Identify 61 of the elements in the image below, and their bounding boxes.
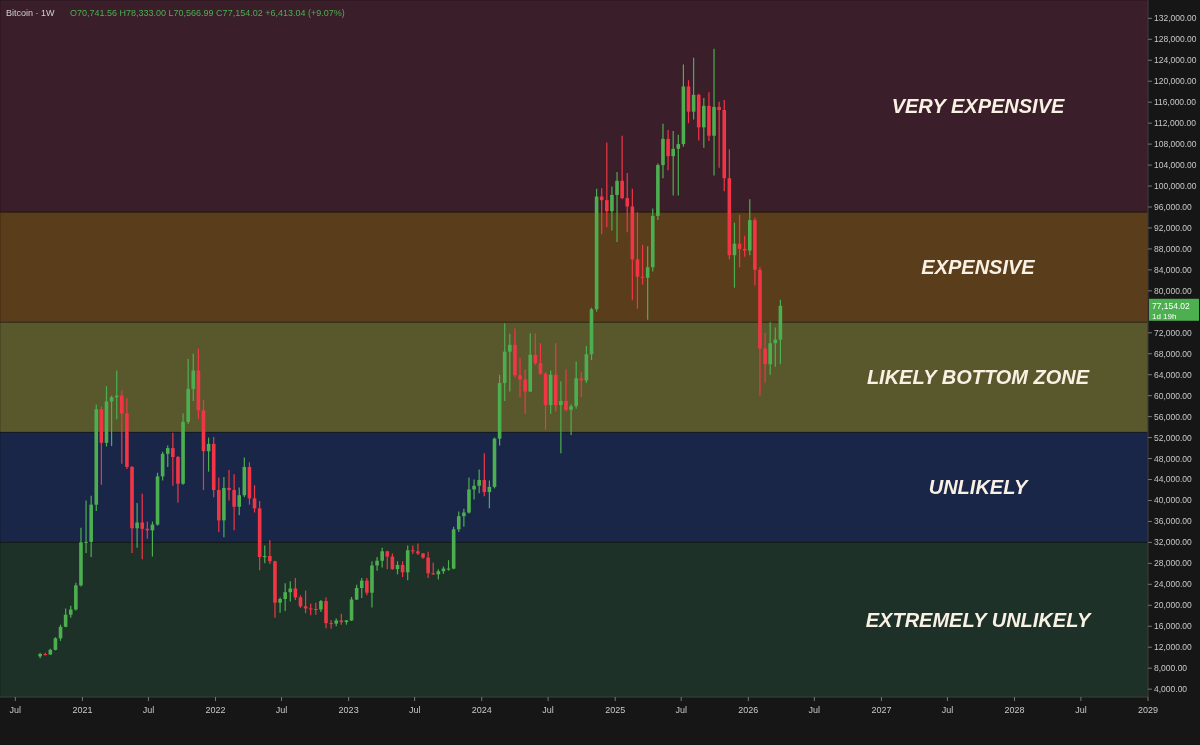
- y-tick-label: 92,000.00: [1154, 222, 1193, 233]
- x-tick-label: 2026: [738, 705, 759, 715]
- candlestick: [385, 550, 390, 570]
- x-tick-label: 2021: [72, 705, 93, 715]
- y-tick-label: 12,000.00: [1154, 642, 1193, 653]
- y-tick-label: 100,000.00: [1154, 181, 1197, 192]
- y-tick-label: 8,000.00: [1154, 663, 1188, 674]
- y-tick-label: 128,000.00: [1154, 34, 1197, 45]
- y-tick-label: 80,000.00: [1154, 285, 1193, 296]
- y-tick-label: 72,000.00: [1154, 327, 1193, 338]
- y-tick-label: 108,000.00: [1154, 139, 1197, 150]
- y-tick-label: 20,000.00: [1154, 600, 1193, 611]
- y-tick-label: 44,000.00: [1154, 474, 1193, 485]
- x-tick-label: Jul: [808, 705, 821, 715]
- x-tick-label: Jul: [275, 705, 288, 715]
- y-tick-label: 60,000.00: [1154, 390, 1193, 401]
- text: 1d 19h: [1152, 311, 1177, 321]
- annotation: O70,741.56 H78,333.00 L70,566.99 C77,154.02 +6,413.04 (+9.07%): [70, 8, 345, 18]
- band-label: EXPENSIVE: [921, 256, 1036, 279]
- y-tick-label: 120,000.00: [1154, 76, 1197, 87]
- y-tick-label: 4,000.00: [1154, 684, 1188, 695]
- y-tick-label: 96,000.00: [1154, 201, 1193, 212]
- y-tick-label: 104,000.00: [1154, 160, 1197, 171]
- y-tick-label: 68,000.00: [1154, 348, 1193, 359]
- y-tick-label: 64,000.00: [1154, 369, 1193, 380]
- y-tick-label: 112,000.00: [1154, 118, 1197, 129]
- x-tick-label: 2027: [871, 705, 892, 715]
- x-tick-label: Jul: [941, 705, 954, 715]
- x-tick-label: Jul: [408, 705, 421, 715]
- y-tick-label: 32,000.00: [1154, 537, 1193, 548]
- y-tick-label: 84,000.00: [1154, 264, 1193, 275]
- x-tick-label: 2028: [1004, 705, 1025, 715]
- y-tick-label: 28,000.00: [1154, 558, 1193, 569]
- band-label: UNLIKELY: [928, 476, 1029, 499]
- x-tick-label: 2029: [1137, 705, 1159, 715]
- text: 77,154.02: [1152, 300, 1191, 311]
- x-tick-label: 2024: [471, 705, 492, 715]
- y-tick-label: 88,000.00: [1154, 243, 1193, 254]
- y-tick-label: 56,000.00: [1154, 411, 1193, 422]
- y-tick-label: 52,000.00: [1154, 432, 1193, 443]
- y-tick-label: 116,000.00: [1154, 97, 1197, 108]
- y-tick-label: 16,000.00: [1154, 621, 1193, 632]
- x-tick-label: Jul: [1075, 705, 1087, 715]
- y-tick-label: 36,000.00: [1154, 516, 1193, 527]
- x-tick-label: Jul: [9, 705, 22, 715]
- x-tick-label: Jul: [142, 705, 155, 715]
- y-tick-label: 132,000.00: [1154, 13, 1197, 24]
- y-tick-label: 124,000.00: [1154, 55, 1197, 66]
- band-label: VERY EXPENSIVE: [891, 95, 1065, 118]
- x-tick-label: 2025: [605, 705, 626, 715]
- text: Bitcoin · 1W: [6, 8, 56, 18]
- candlestick: [140, 493, 145, 560]
- y-tick-label: 48,000.00: [1154, 453, 1193, 464]
- band-label: EXTREMELY UNLIKELY: [865, 608, 1092, 631]
- x-tick-label: Jul: [542, 705, 554, 715]
- x-tick-label: 2022: [205, 705, 226, 715]
- x-tick-label: 2023: [338, 705, 359, 715]
- x-tick-label: Jul: [675, 705, 687, 715]
- band-label: LIKELY BOTTOM ZONE: [866, 366, 1090, 389]
- y-tick-label: 24,000.00: [1154, 579, 1193, 590]
- y-tick-label: 40,000.00: [1154, 495, 1193, 506]
